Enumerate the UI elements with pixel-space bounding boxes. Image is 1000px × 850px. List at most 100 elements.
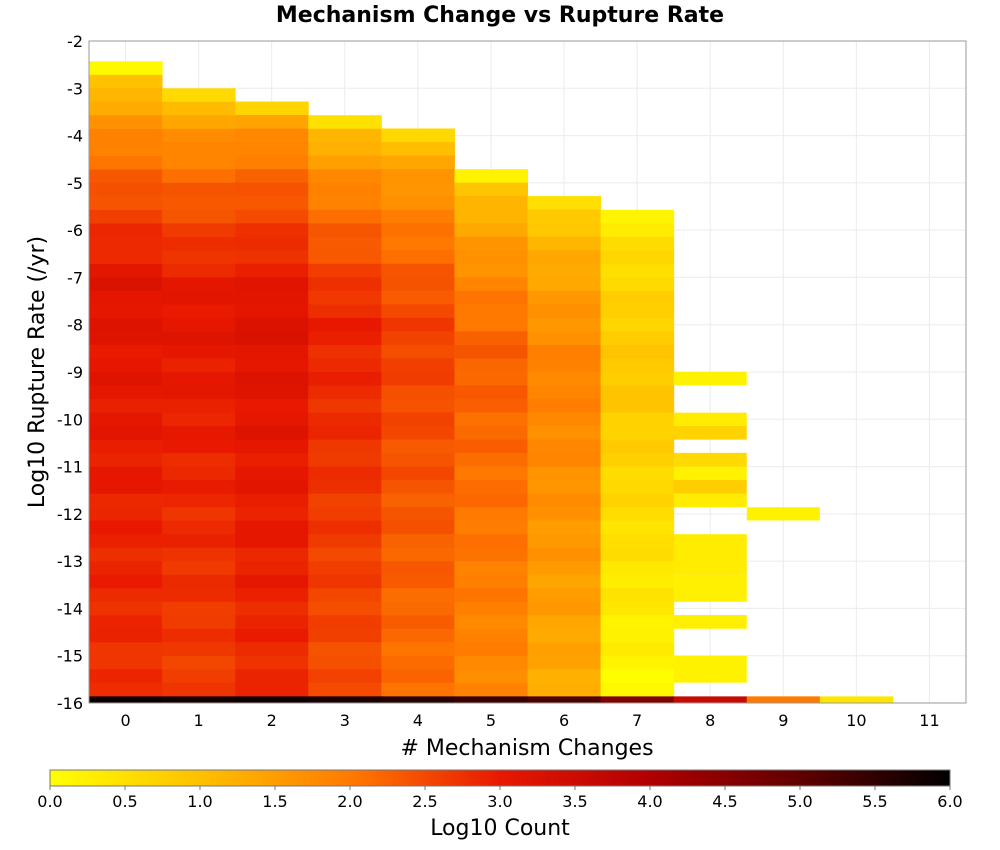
heatmap-cell	[454, 398, 528, 413]
y-tick-label: -15	[57, 647, 83, 666]
heatmap-cell	[235, 331, 309, 346]
heatmap-cell	[381, 493, 455, 508]
heatmap-cell	[308, 223, 382, 238]
heatmap-cell	[89, 101, 163, 116]
heatmap-cell-bottom	[89, 696, 163, 703]
heatmap-cell	[308, 115, 382, 130]
heatmap-cell	[381, 628, 455, 643]
heatmap-cell	[600, 344, 675, 359]
heatmap-cell	[527, 452, 602, 468]
x-tick-labels: 0 1 2 3 4 5 6 7 8 9 10 11	[120, 711, 939, 730]
heatmap-cell	[381, 344, 455, 359]
heatmap-cell	[89, 574, 163, 589]
heatmap-cell	[235, 507, 309, 522]
heatmap-cell	[162, 223, 236, 238]
heatmap-cell	[89, 669, 163, 684]
heatmap-cell	[454, 574, 528, 589]
heatmap-cell	[162, 182, 236, 197]
heatmap-cell	[454, 439, 528, 454]
heatmap-cell	[162, 209, 236, 224]
heatmap-cell	[454, 236, 528, 251]
heatmap-cell	[454, 466, 528, 481]
heatmap-cell	[308, 507, 382, 522]
colorbar	[49, 769, 951, 787]
heatmap-cell	[600, 290, 675, 305]
y-tick-labels: -2 -3 -4 -5 -6 -7 -8 -9 -10 -11 -12 -13 -14 -15 -16	[57, 32, 83, 713]
heatmap-cell	[454, 331, 528, 346]
heatmap-cell	[308, 642, 382, 657]
heatmap-cell	[454, 209, 528, 224]
heatmap-cell	[235, 439, 309, 454]
colorbar-tick-label: 2.5	[412, 792, 437, 811]
heatmap-cell	[381, 615, 455, 630]
heatmap-cell	[454, 628, 528, 643]
heatmap-cell	[381, 250, 455, 265]
heatmap-cell	[89, 372, 163, 387]
x-tick-label: 2	[267, 711, 277, 730]
heatmap-cell	[381, 290, 455, 305]
heatmap-cell	[162, 345, 236, 360]
colorbar-tick-label: 3.5	[562, 792, 587, 811]
heatmap-cell	[454, 358, 528, 373]
heatmap-cell	[454, 263, 528, 278]
heatmap-cell	[600, 317, 675, 332]
heatmap-cell	[308, 480, 382, 495]
heatmap-cell	[162, 561, 236, 576]
heatmap-cell	[89, 547, 163, 562]
heatmap-cell	[600, 561, 675, 576]
heatmap-cell	[527, 615, 602, 630]
heatmap-cell	[381, 398, 455, 413]
heatmap-cell	[527, 669, 602, 684]
heatmap-cell	[89, 520, 163, 535]
heatmap-cell	[235, 209, 309, 224]
heatmap-cell	[381, 520, 455, 535]
heatmap-cell	[308, 290, 382, 305]
heatmap-cell	[308, 601, 382, 616]
x-tick-label: 9	[778, 711, 788, 730]
heatmap-cell	[162, 642, 236, 657]
y-tick-label: -7	[67, 268, 83, 287]
heatmap-cell	[89, 439, 163, 454]
heatmap-cell	[381, 452, 455, 468]
heatmap-cell	[235, 290, 309, 305]
chart-title: Mechanism Change vs Rupture Rate	[276, 3, 724, 28]
heatmap-cell	[162, 115, 236, 130]
heatmap-cell	[454, 182, 528, 197]
heatmap-cell	[381, 263, 455, 278]
heatmap-cell	[527, 196, 602, 211]
heatmap-cell	[381, 236, 455, 251]
heatmap-cell	[454, 344, 528, 359]
heatmap-cell	[235, 344, 309, 359]
heatmap-cell	[600, 426, 675, 441]
heatmap-cell	[235, 398, 309, 413]
heatmap-cell-bottom	[162, 696, 236, 703]
heatmap-cell	[673, 615, 747, 629]
heatmap-cell	[527, 250, 602, 265]
heatmap-cell	[235, 196, 309, 211]
heatmap-cell	[89, 642, 163, 657]
heatmap-cell	[308, 358, 382, 373]
heatmap-cell	[162, 250, 236, 265]
heatmap-cell	[600, 358, 675, 373]
heatmap-cell	[89, 480, 163, 495]
heatmap-cell	[600, 331, 675, 346]
heatmap-cell	[162, 534, 236, 549]
y-tick-label: -12	[57, 505, 83, 524]
heatmap-cell	[235, 371, 309, 386]
heatmap-cell-bottom	[308, 696, 382, 703]
heatmap-cell	[162, 88, 236, 103]
heatmap-cell	[89, 412, 163, 427]
heatmap-cell	[89, 682, 163, 697]
heatmap-cell	[89, 196, 163, 211]
heatmap-cell	[89, 182, 163, 197]
heatmap-cell	[308, 669, 382, 684]
heatmap-cell	[162, 655, 236, 670]
x-tick-label: 1	[194, 711, 204, 730]
heatmap-cell	[381, 425, 455, 440]
heatmap-cell	[235, 669, 309, 684]
heatmap-cell	[162, 263, 236, 278]
heatmap-cell	[89, 399, 163, 414]
heatmap-cell	[527, 520, 602, 535]
x-tick-label: 7	[632, 711, 642, 730]
